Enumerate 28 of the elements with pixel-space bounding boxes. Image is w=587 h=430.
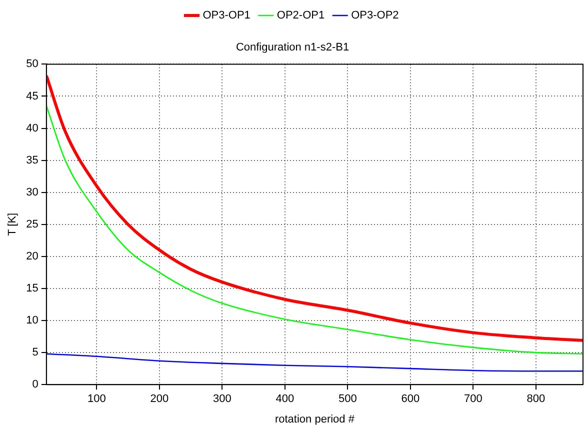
y-tick-label: 15	[26, 282, 38, 295]
y-axis-title: T [K]	[6, 212, 19, 236]
x-tick-label: 500	[338, 393, 357, 406]
y-tick-label: 45	[26, 90, 38, 102]
x-tick-label: 700	[464, 393, 482, 406]
x-tick-label: 800	[526, 393, 546, 406]
x-axis-title: rotation period #	[274, 413, 356, 426]
legend-label: OP3-OP1	[202, 10, 250, 22]
legend-label: OP2-OP1	[276, 10, 325, 22]
y-tick-label: 40	[26, 122, 38, 134]
legend-label: OP3-OP2	[351, 10, 399, 22]
chart-title: Configuration n1-s2-B1	[236, 42, 350, 54]
x-tick-label: 600	[401, 393, 420, 406]
y-tick-label: 5	[32, 346, 38, 359]
line-series	[46, 74, 583, 342]
line-series	[46, 353, 583, 372]
y-tick-label: 25	[26, 218, 38, 230]
y-tick-label: 30	[26, 186, 38, 198]
y-tick-label: 0	[32, 378, 38, 391]
line-series	[46, 105, 583, 354]
x-tick-label: 100	[87, 393, 106, 406]
y-tick-label: 50	[26, 58, 38, 70]
y-tick-label: 20	[26, 250, 38, 262]
x-tick-label: 400	[276, 393, 294, 406]
x-tick-label: 200	[150, 393, 169, 406]
y-tick-label: 35	[26, 154, 38, 166]
y-tick-label: 10	[26, 314, 38, 327]
x-tick-label: 300	[212, 393, 232, 406]
